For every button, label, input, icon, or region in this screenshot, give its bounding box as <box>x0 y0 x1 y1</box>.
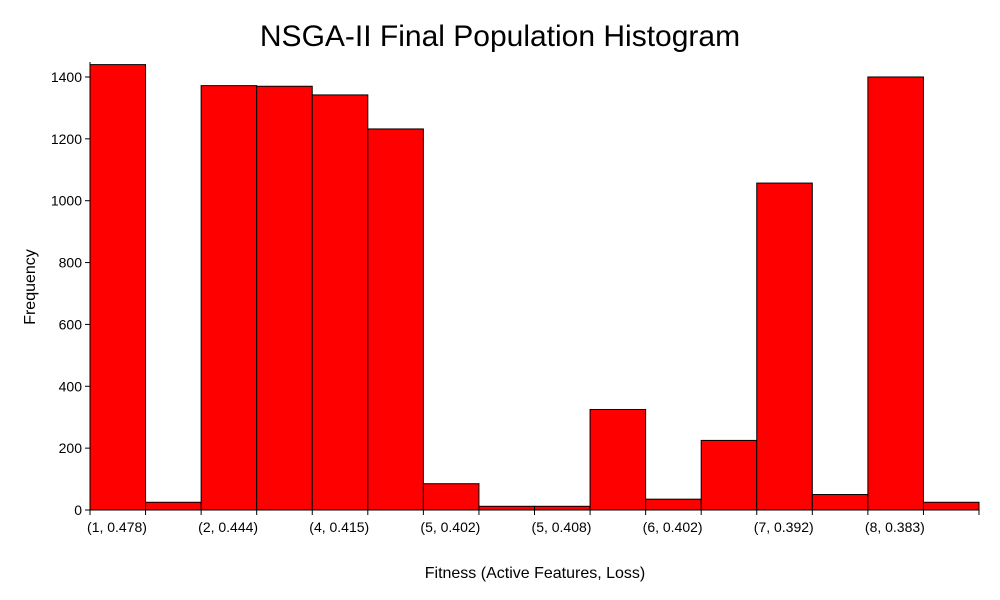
histogram-bar-7 <box>478 505 536 511</box>
x-tick-label-1: (2, 0.444) <box>198 519 258 535</box>
x-tick-label-7: (8, 0.383) <box>865 519 925 535</box>
y-tick-label-4: 800 <box>59 255 83 271</box>
histogram-bar-15 <box>922 501 980 511</box>
histogram-bar-6 <box>422 483 480 511</box>
y-ticks-group: 0 200 400 600 800 1000 1200 1400 <box>51 69 90 518</box>
histogram-bar-10 <box>645 498 702 511</box>
histogram-bar-2 <box>200 85 258 511</box>
chart-title: NSGA-II Final Population Histogram <box>259 20 741 53</box>
x-tick-label-3: (5, 0.402) <box>420 519 480 535</box>
histogram-bar-13 <box>811 494 869 511</box>
x-axis-label: Fitness (Active Features, Loss) <box>425 565 646 582</box>
y-tick-label-7: 1400 <box>51 69 82 85</box>
x-tick-label-2: (4, 0.415) <box>309 519 369 535</box>
x-ticks-group: (1, 0.478) (2, 0.444) (4, 0.415) (5, 0.402)… <box>87 510 980 535</box>
histogram-bar-14 <box>867 76 924 511</box>
y-tick-label-1: 200 <box>59 440 83 456</box>
y-tick-label-5: 1000 <box>51 193 82 209</box>
y-tick-label-2: 400 <box>59 378 83 394</box>
histogram-bar-1 <box>145 501 202 511</box>
histogram-bar-5 <box>367 128 424 511</box>
histogram-bar-9 <box>589 408 647 511</box>
x-tick-label-4: (5, 0.408) <box>532 519 592 535</box>
x-tick-label-5: (6, 0.402) <box>643 519 703 535</box>
histogram-bar-8 <box>534 505 591 511</box>
histogram-bar-12 <box>756 182 813 511</box>
y-tick-label-0: 0 <box>74 502 82 518</box>
bars-group <box>89 64 980 511</box>
histogram-bar-4 <box>311 94 369 511</box>
y-tick-label-3: 600 <box>59 316 83 332</box>
histogram-bar-3 <box>256 85 313 511</box>
histogram-bar-11 <box>700 439 758 511</box>
y-tick-label-6: 1200 <box>51 131 82 147</box>
y-axis-label: Frequency <box>22 249 39 325</box>
x-tick-label-6: (7, 0.392) <box>754 519 814 535</box>
x-tick-label-0: (1, 0.478) <box>87 519 147 535</box>
histogram-bar-0 <box>89 64 147 511</box>
